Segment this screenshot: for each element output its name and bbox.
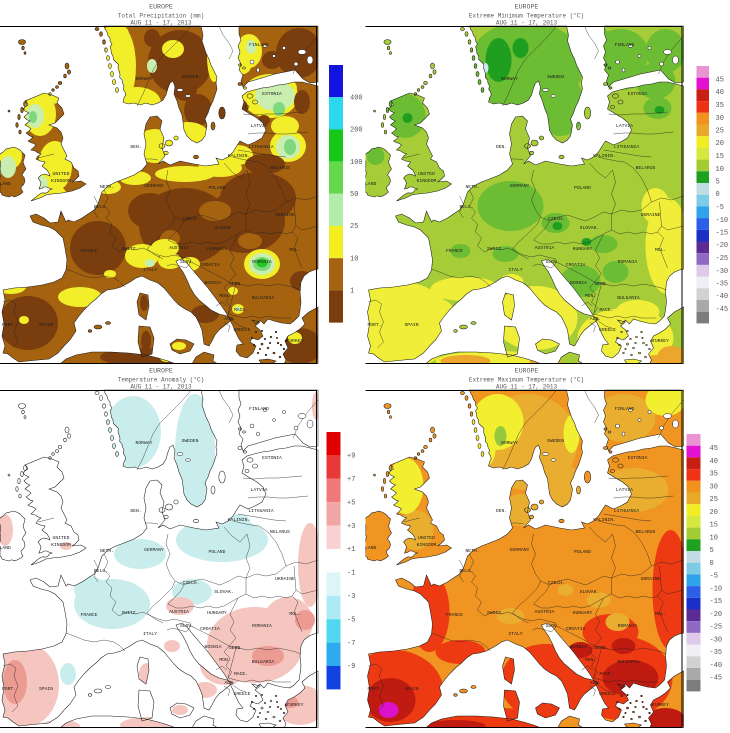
svg-text:EUROPE: EUROPE <box>149 4 173 11</box>
svg-text:-25: -25 <box>710 624 723 632</box>
svg-text:30: 30 <box>710 484 718 492</box>
svg-text:45: 45 <box>716 77 724 85</box>
svg-text:45: 45 <box>710 445 718 453</box>
svg-text:1: 1 <box>350 288 354 296</box>
svg-text:+7: +7 <box>347 476 355 484</box>
svg-text:+1: +1 <box>347 546 355 554</box>
svg-text:-10: -10 <box>710 585 723 593</box>
svg-text:Extreme Maximum Temperature (°: Extreme Maximum Temperature (°C) <box>469 377 584 384</box>
svg-text:25: 25 <box>710 496 718 504</box>
svg-text:-3: -3 <box>347 593 355 601</box>
svg-text:-15: -15 <box>716 230 729 238</box>
svg-text:15: 15 <box>716 153 724 161</box>
svg-text:25: 25 <box>350 223 358 231</box>
svg-text:+5: +5 <box>347 499 355 507</box>
svg-text:-5: -5 <box>716 204 724 212</box>
svg-text:Temperature Anomaly (°C): Temperature Anomaly (°C) <box>118 377 204 384</box>
svg-text:AUG 11 - 17, 2013: AUG 11 - 17, 2013 <box>496 20 558 27</box>
svg-text:0: 0 <box>716 191 720 199</box>
svg-text:200: 200 <box>350 127 363 135</box>
svg-text:-9: -9 <box>347 663 355 671</box>
svg-text:-30: -30 <box>710 636 723 644</box>
svg-text:-40: -40 <box>716 293 729 301</box>
svg-text:AUG 11 - 17, 2013: AUG 11 - 17, 2013 <box>130 384 192 391</box>
svg-text:-35: -35 <box>710 649 723 657</box>
svg-text:+3: +3 <box>347 523 355 531</box>
svg-text:10: 10 <box>350 255 358 263</box>
svg-text:10: 10 <box>716 166 724 174</box>
svg-text:30: 30 <box>716 115 724 123</box>
svg-text:AUG 11 - 17, 2013: AUG 11 - 17, 2013 <box>130 20 192 27</box>
svg-text:10: 10 <box>710 534 718 542</box>
svg-text:400: 400 <box>350 94 363 102</box>
svg-text:-40: -40 <box>710 662 723 670</box>
svg-text:EUROPE: EUROPE <box>515 368 539 375</box>
svg-text:5: 5 <box>710 547 714 555</box>
svg-text:25: 25 <box>716 128 724 136</box>
svg-text:-1: -1 <box>347 570 355 578</box>
svg-text:40: 40 <box>710 458 718 466</box>
svg-text:-5: -5 <box>710 573 718 581</box>
svg-text:+9: +9 <box>347 453 355 461</box>
svg-text:-10: -10 <box>716 217 729 225</box>
svg-text:35: 35 <box>716 102 724 110</box>
svg-text:-25: -25 <box>716 255 729 263</box>
svg-text:-35: -35 <box>716 281 729 289</box>
svg-text:5: 5 <box>716 179 720 187</box>
svg-text:-30: -30 <box>716 268 729 276</box>
svg-text:20: 20 <box>710 509 718 517</box>
svg-text:0: 0 <box>710 560 714 568</box>
svg-text:100: 100 <box>350 159 363 167</box>
svg-text:EUROPE: EUROPE <box>149 368 173 375</box>
svg-text:20: 20 <box>716 140 724 148</box>
svg-text:-45: -45 <box>716 306 729 314</box>
svg-text:-7: -7 <box>347 640 355 648</box>
svg-text:AUG 11 - 17, 2013: AUG 11 - 17, 2013 <box>496 384 558 391</box>
svg-text:-5: -5 <box>347 616 355 624</box>
svg-text:EUROPE: EUROPE <box>515 4 539 11</box>
svg-text:-20: -20 <box>710 611 723 619</box>
svg-text:Extreme Minimum Temperature (°: Extreme Minimum Temperature (°C) <box>469 13 584 20</box>
svg-text:50: 50 <box>350 191 358 199</box>
svg-text:Total Precipitation (mm): Total Precipitation (mm) <box>118 13 204 20</box>
svg-text:40: 40 <box>716 89 724 97</box>
svg-text:15: 15 <box>710 522 718 530</box>
svg-text:-20: -20 <box>716 242 729 250</box>
svg-text:-15: -15 <box>710 598 723 606</box>
svg-text:35: 35 <box>710 471 718 479</box>
svg-text:-45: -45 <box>710 675 723 683</box>
